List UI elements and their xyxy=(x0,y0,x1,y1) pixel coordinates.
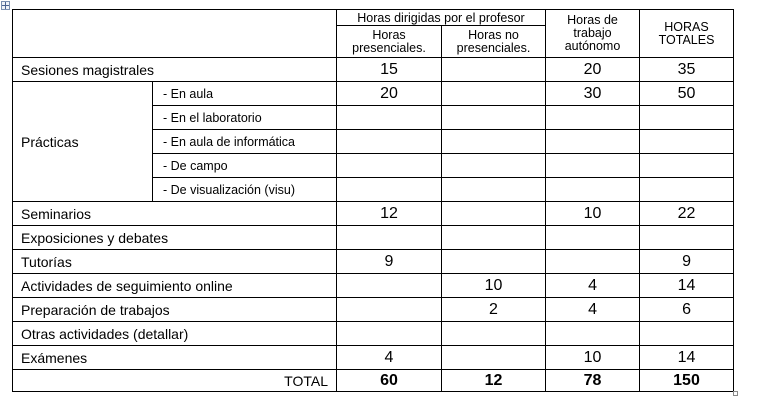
table-row: - En el laboratorio xyxy=(13,105,735,130)
cell-totales: 14 xyxy=(639,345,735,370)
table-move-handle-icon[interactable] xyxy=(1,1,10,10)
cell-no-presenciales xyxy=(440,153,547,178)
cell-totales: 50 xyxy=(639,81,735,106)
cell-no-presenciales xyxy=(440,57,547,82)
row-label: Tutorías xyxy=(12,249,337,274)
subrow-label: - En el laboratorio xyxy=(152,105,337,130)
cell-totales xyxy=(639,225,735,250)
row-label: Actividades de seguimiento online xyxy=(12,273,337,298)
cell-presenciales: 9 xyxy=(336,249,442,274)
cell-no-presenciales xyxy=(440,129,547,154)
table-row: Prácticas - En aula 20 30 50 xyxy=(12,81,735,202)
table-row: Sesiones magistrales 15 20 35 xyxy=(12,57,735,82)
cell-no-presenciales xyxy=(440,321,547,346)
header-no-presenciales: Horas no presenciales. xyxy=(440,25,547,58)
cell-no-presenciales: 10 xyxy=(440,273,547,298)
cell-totales: 35 xyxy=(639,57,735,82)
row-label: Preparación de trabajos xyxy=(12,297,337,322)
cell-no-presenciales xyxy=(440,225,547,250)
header-row-group: Horas dirigidas por el profesor Horas de… xyxy=(12,9,735,58)
practicas-label: Prácticas xyxy=(12,81,153,202)
header-totales: HORAS TOTALES xyxy=(639,9,735,58)
cell-autonomo xyxy=(545,177,641,202)
cell-presenciales xyxy=(336,225,442,250)
subrow-label: - De campo xyxy=(152,153,337,178)
subrow-label: - De visualización (visu) xyxy=(152,177,337,202)
cell-no-presenciales xyxy=(440,105,547,130)
cell-no-presenciales xyxy=(440,345,547,370)
table-row: - En aula de informática xyxy=(13,129,735,154)
cell-totales: 22 xyxy=(639,201,735,226)
table-row: Exámenes 4 10 14 xyxy=(12,345,735,370)
row-label: Exámenes xyxy=(12,345,337,370)
cell-totales xyxy=(639,321,735,346)
subrow-label: - En aula xyxy=(152,81,337,106)
cell-totales xyxy=(639,129,735,154)
row-label: Exposiciones y debates xyxy=(12,225,337,250)
cell-autonomo xyxy=(545,105,641,130)
table-row: - De visualización (visu) xyxy=(13,177,735,202)
cell-presenciales xyxy=(336,297,442,322)
cell-presenciales: 20 xyxy=(336,81,442,106)
total-autonomo: 78 xyxy=(545,369,641,392)
cell-autonomo xyxy=(545,225,641,250)
cell-presenciales: 15 xyxy=(336,57,442,82)
cell-totales: 9 xyxy=(639,249,735,274)
cell-autonomo xyxy=(545,321,641,346)
cell-presenciales xyxy=(336,105,442,130)
subrow-label: - En aula de informática xyxy=(152,129,337,154)
cell-autonomo: 10 xyxy=(545,345,641,370)
cell-autonomo xyxy=(545,153,641,178)
header-group: Horas dirigidas por el profesor xyxy=(335,9,547,26)
cell-autonomo: 20 xyxy=(545,57,641,82)
cell-presenciales xyxy=(336,321,442,346)
table-row: Seminarios 12 10 22 xyxy=(12,201,735,226)
cell-presenciales: 12 xyxy=(336,201,442,226)
header-presenciales: Horas presenciales. xyxy=(336,25,442,58)
cell-presenciales xyxy=(336,129,442,154)
cell-totales: 6 xyxy=(639,297,735,322)
cell-autonomo: 4 xyxy=(545,273,641,298)
header-empty-cell xyxy=(12,9,337,58)
cell-totales xyxy=(639,177,735,202)
header-autonomo: Horas de trabajo autónomo xyxy=(545,9,641,58)
table-row: Preparación de trabajos 2 4 6 xyxy=(12,297,735,322)
header-row-sub: Horas presenciales. Horas no presenciale… xyxy=(13,25,734,58)
cell-no-presenciales xyxy=(440,81,547,106)
cell-totales: 14 xyxy=(639,273,735,298)
cell-presenciales: 4 xyxy=(336,345,442,370)
table-row: Actividades de seguimiento online 10 4 1… xyxy=(12,273,735,298)
total-label: TOTAL xyxy=(12,369,337,392)
cell-totales xyxy=(639,105,735,130)
table-row: Exposiciones y debates xyxy=(12,225,735,250)
cell-presenciales xyxy=(336,273,442,298)
total-no-presenciales: 12 xyxy=(440,369,547,392)
cell-totales xyxy=(639,153,735,178)
cell-autonomo: 30 xyxy=(545,81,641,106)
row-label: Seminarios xyxy=(12,201,337,226)
table-resize-handle-icon[interactable] xyxy=(733,391,738,396)
cell-presenciales xyxy=(336,153,442,178)
cell-autonomo: 10 xyxy=(545,201,641,226)
row-label: Sesiones magistrales xyxy=(12,57,337,82)
cell-no-presenciales: 2 xyxy=(440,297,547,322)
cell-autonomo: 4 xyxy=(545,297,641,322)
cell-presenciales xyxy=(336,177,442,202)
table-row: - De campo xyxy=(13,153,735,178)
cell-no-presenciales xyxy=(440,201,547,226)
total-row: TOTAL 60 12 78 150 xyxy=(12,369,735,392)
cell-no-presenciales xyxy=(440,177,547,202)
table-row: Tutorías 9 9 xyxy=(12,249,735,274)
cell-autonomo xyxy=(545,129,641,154)
total-totales: 150 xyxy=(639,369,735,392)
cell-autonomo xyxy=(545,249,641,274)
cell-no-presenciales xyxy=(440,249,547,274)
row-label: Otras actividades (detallar) xyxy=(12,321,337,346)
hours-table: Horas dirigidas por el profesor Horas de… xyxy=(12,9,735,392)
table-row: Otras actividades (detallar) xyxy=(12,321,735,346)
total-presenciales: 60 xyxy=(336,369,442,392)
